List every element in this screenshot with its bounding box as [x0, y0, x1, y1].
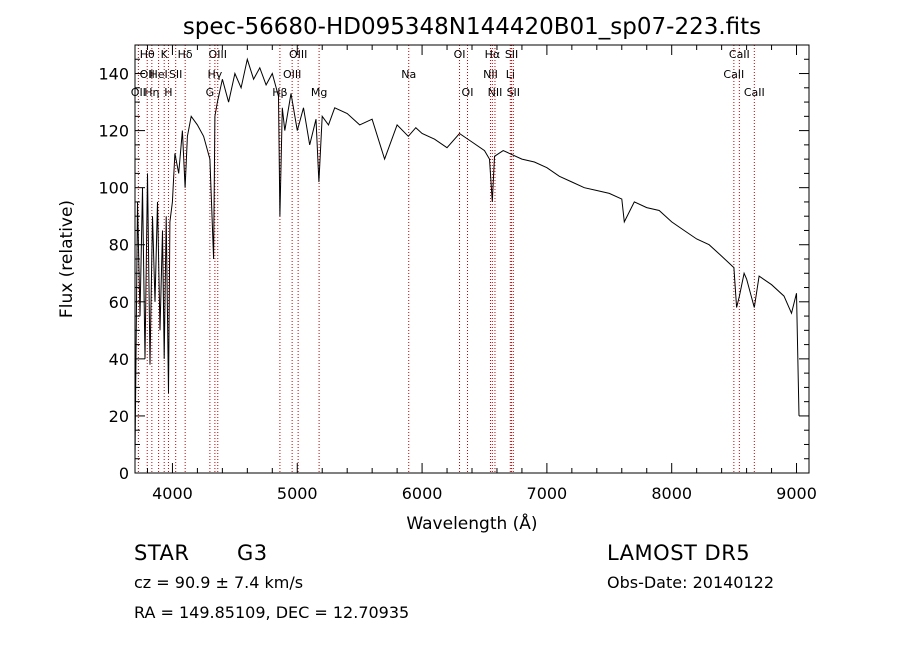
- spectral-line-label: Hδ: [178, 48, 193, 61]
- spectrum-series: [134, 57, 800, 459]
- obs-date: Obs-Date: 20140122: [607, 573, 775, 592]
- spectral-line-label: Hβ: [272, 86, 287, 99]
- x-tick-label: 5000: [277, 484, 318, 503]
- y-axis-label: Flux (relative): [57, 200, 77, 318]
- y-tick-label: 60: [109, 293, 129, 312]
- x-tick-label: 9000: [776, 484, 817, 503]
- redshift-text: cz = 90.9 ± 7.4 km/s: [134, 573, 304, 592]
- spectral-line-label: SII: [169, 68, 182, 81]
- spectral-line-label: OI: [462, 86, 474, 99]
- spectral-line-label: OIII: [289, 48, 307, 61]
- spectral-line-label: OIII: [209, 48, 227, 61]
- subclass: G3: [237, 541, 268, 565]
- spectral-line-label: CaII: [744, 86, 765, 99]
- survey-name: LAMOST DR5: [607, 541, 751, 565]
- spectral-line-label: NII: [488, 86, 503, 99]
- spectral-line-label: Na: [401, 68, 416, 81]
- plot-frame: [134, 44, 810, 474]
- spectral-line-label: CaII: [723, 68, 744, 81]
- spectral-line-label: Li: [506, 68, 515, 81]
- spectral-line-label: H: [164, 86, 172, 99]
- axes-layer: 4000 5000 6000 7000 8000 9000 0 20 40 60 80 100 120 1…: [98, 45, 817, 503]
- y-tick-label: 100: [98, 179, 129, 198]
- x-tick-label: 6000: [402, 484, 443, 503]
- spectral-line-label: OII: [140, 68, 155, 81]
- spectral-line-label: Hγ: [207, 68, 222, 81]
- spectral-line-label: K: [161, 48, 169, 61]
- y-tick-label: 0: [119, 464, 129, 483]
- y-tick-label: 120: [98, 122, 129, 141]
- spectral-line-label: NII: [483, 68, 498, 81]
- coordinates: RA = 149.85109, DEC = 12.70935: [134, 603, 410, 622]
- x-tick-label: 4000: [152, 484, 193, 503]
- x-tick-label: 8000: [651, 484, 692, 503]
- spectral-line-label: Mg: [311, 86, 327, 99]
- spectral-line-label: SII: [505, 48, 518, 61]
- x-tick-label: 7000: [527, 484, 568, 503]
- spectral-line-label: OI: [454, 48, 466, 61]
- object-class: STAR: [134, 541, 190, 565]
- spectral-line-label: Hα: [485, 48, 501, 61]
- x-axis-label: Wavelength (Å): [406, 512, 537, 534]
- spectral-line-label: OIII: [283, 68, 301, 81]
- y-tick-label: 40: [109, 350, 129, 369]
- spectral-line-label: G: [206, 86, 215, 99]
- spectral-line-label: SII: [507, 86, 520, 99]
- y-tick-label: 140: [98, 65, 129, 84]
- y-tick-label: 80: [109, 236, 129, 255]
- spectral-lines-layer: [137, 45, 755, 473]
- chart-title: spec-56680-HD095348N144420B01_sp07-223.f…: [183, 14, 761, 40]
- spectral-line-label: CaII: [729, 48, 750, 61]
- y-tick-label: 20: [109, 407, 129, 426]
- spectral-line-label: HeI: [149, 68, 167, 81]
- spectral-line-label: Hη: [144, 86, 159, 99]
- spectral-line-label: Hθ: [140, 48, 155, 61]
